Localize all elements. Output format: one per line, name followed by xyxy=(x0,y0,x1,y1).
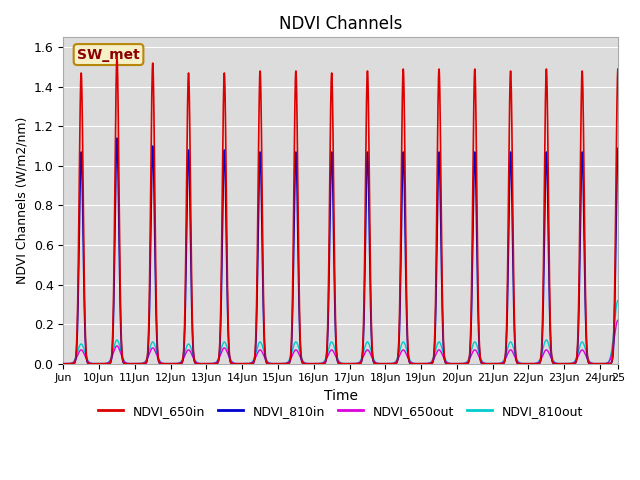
NDVI_650in xyxy=(484,361,492,367)
NDVI_650in xyxy=(398,109,406,115)
NDVI_650out xyxy=(614,317,621,323)
NDVI_650in xyxy=(267,361,275,367)
NDVI_810in xyxy=(515,361,522,367)
NDVI_650in xyxy=(113,54,121,60)
NDVI_810out xyxy=(88,360,96,366)
NDVI_810out xyxy=(423,361,431,367)
NDVI_810out xyxy=(515,359,522,364)
NDVI_810in xyxy=(423,361,431,367)
NDVI_810in xyxy=(484,361,492,367)
NDVI_650in xyxy=(632,361,639,367)
NDVI_810in xyxy=(632,361,639,367)
NDVI_810out xyxy=(267,360,275,366)
NDVI_650out xyxy=(88,361,96,367)
Legend: NDVI_650in, NDVI_810in, NDVI_650out, NDVI_810out: NDVI_650in, NDVI_810in, NDVI_650out, NDV… xyxy=(93,400,588,423)
NDVI_650in xyxy=(88,361,96,367)
NDVI_810out xyxy=(484,361,492,367)
Line: NDVI_810out: NDVI_810out xyxy=(63,300,636,364)
Title: NDVI Channels: NDVI Channels xyxy=(279,15,403,33)
Line: NDVI_650in: NDVI_650in xyxy=(63,57,636,364)
NDVI_650out xyxy=(423,361,431,367)
NDVI_810out xyxy=(614,298,621,303)
Line: NDVI_810in: NDVI_810in xyxy=(63,138,636,364)
NDVI_650in xyxy=(60,361,67,367)
NDVI_810out xyxy=(60,361,67,367)
NDVI_810in xyxy=(88,361,96,367)
X-axis label: Time: Time xyxy=(324,389,358,403)
NDVI_650out xyxy=(398,348,406,353)
NDVI_650out xyxy=(515,360,522,365)
NDVI_810in xyxy=(267,361,275,367)
Line: NDVI_650out: NDVI_650out xyxy=(63,320,636,364)
NDVI_810in xyxy=(113,135,121,141)
NDVI_650out xyxy=(60,361,67,367)
NDVI_810in xyxy=(60,361,67,367)
Text: SW_met: SW_met xyxy=(77,48,140,61)
Y-axis label: NDVI Channels (W/m2/nm): NDVI Channels (W/m2/nm) xyxy=(15,117,28,284)
NDVI_650out xyxy=(632,361,639,367)
NDVI_650in xyxy=(515,361,522,367)
NDVI_650in xyxy=(423,361,431,367)
NDVI_650out xyxy=(267,360,275,366)
NDVI_810out xyxy=(632,361,639,367)
NDVI_810in xyxy=(398,180,406,186)
NDVI_650out xyxy=(484,361,492,367)
NDVI_810out xyxy=(398,340,406,346)
